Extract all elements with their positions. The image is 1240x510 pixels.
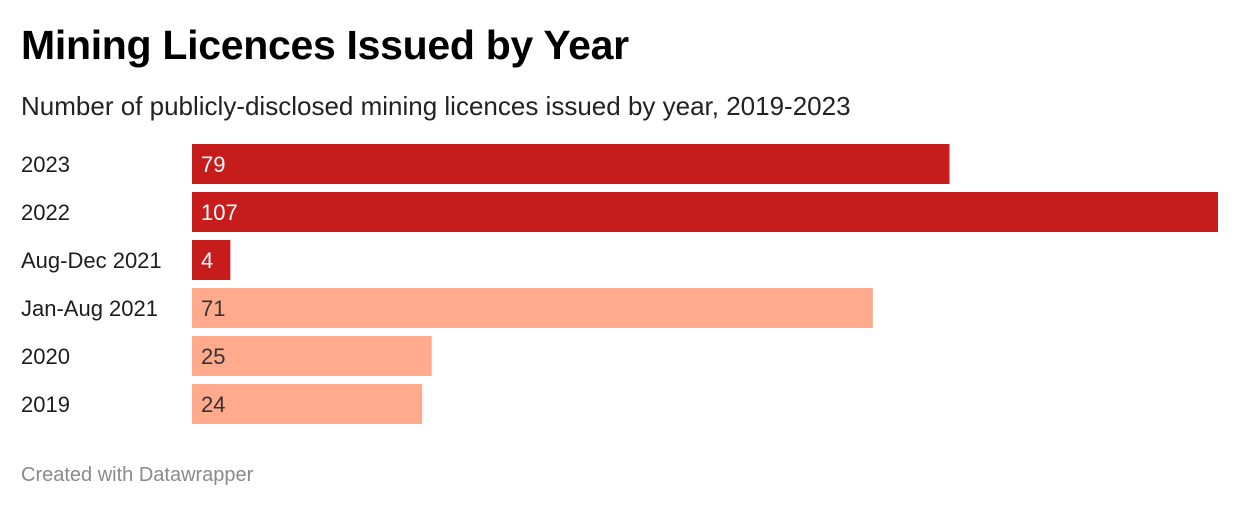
category-label: Aug-Dec 2021 bbox=[21, 248, 162, 273]
value-label: 4 bbox=[201, 248, 213, 273]
bar bbox=[192, 192, 1218, 232]
category-label: 2020 bbox=[21, 344, 70, 369]
value-label: 71 bbox=[201, 296, 225, 321]
category-label: Jan-Aug 2021 bbox=[21, 296, 158, 321]
value-label: 25 bbox=[201, 344, 225, 369]
bar bbox=[192, 384, 423, 424]
footer-credit: Created with Datawrapper bbox=[21, 464, 254, 486]
chart-title: Mining Licences Issued by Year bbox=[21, 22, 629, 68]
chart-subtitle: Number of publicly-disclosed mining lice… bbox=[21, 91, 851, 121]
category-label: 2019 bbox=[21, 392, 70, 417]
value-label: 79 bbox=[201, 152, 225, 177]
bar bbox=[192, 144, 950, 184]
category-label: 2023 bbox=[21, 152, 70, 177]
category-label: 2022 bbox=[21, 200, 70, 225]
bar bbox=[192, 336, 432, 376]
value-label: 107 bbox=[201, 200, 238, 225]
bar bbox=[192, 288, 873, 328]
value-label: 24 bbox=[201, 392, 225, 417]
bar bbox=[192, 240, 231, 280]
